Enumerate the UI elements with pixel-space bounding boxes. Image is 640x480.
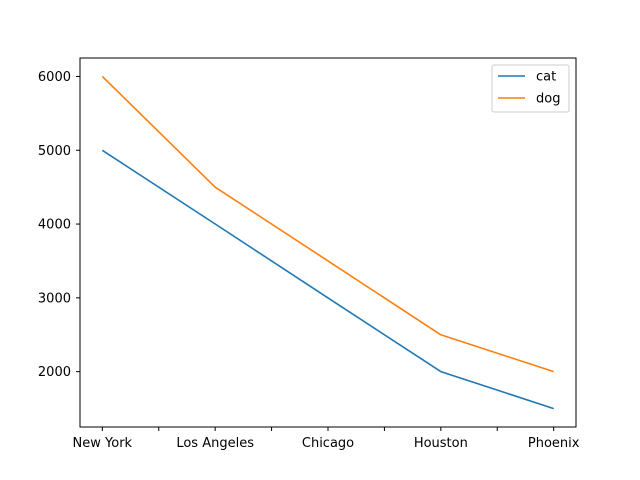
- y-tick-label: 5000: [38, 144, 71, 159]
- y-tick-label: 3000: [38, 291, 71, 306]
- y-tick-label: 6000: [38, 70, 71, 85]
- x-tick-label: Los Angeles: [176, 436, 254, 451]
- plot-frame: [79, 57, 577, 428]
- series-lines: [101, 75, 554, 410]
- series-line-cat: [101, 149, 554, 410]
- series-line-dog: [101, 75, 554, 373]
- y-axis: 2000 3000 4000 5000 6000: [38, 70, 80, 380]
- x-tick-label: Phoenix: [528, 436, 580, 451]
- x-tick-label: Chicago: [302, 436, 354, 451]
- legend: cat dog: [491, 64, 570, 113]
- y-tick-label: 4000: [38, 218, 71, 233]
- x-tick-label: New York: [73, 436, 133, 451]
- legend-label-dog: dog: [536, 92, 560, 107]
- x-axis: New York Los Angeles Chicago Houston Phoenix: [73, 427, 580, 451]
- legend-label-cat: cat: [536, 70, 556, 85]
- y-tick-label: 2000: [38, 365, 71, 380]
- x-tick-label: Houston: [414, 436, 468, 451]
